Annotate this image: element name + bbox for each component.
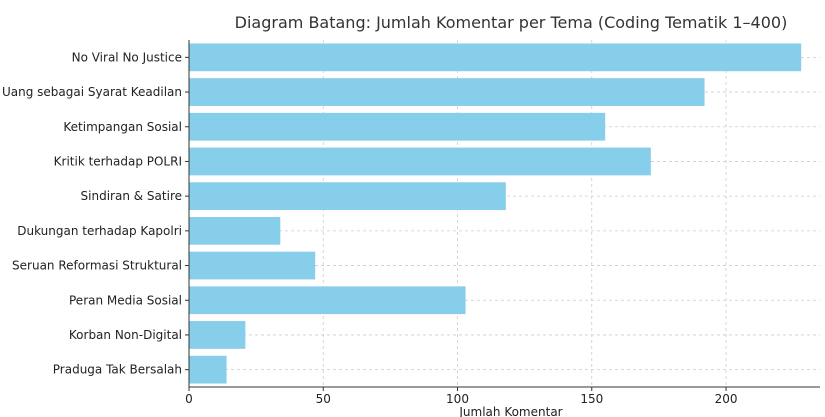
category-label: Peran Media Sosial — [69, 293, 182, 307]
x-tick-label: 50 — [316, 392, 331, 406]
bar — [189, 286, 466, 315]
chart-title: Diagram Batang: Jumlah Komentar per Tema… — [235, 13, 788, 32]
x-tick-label: 200 — [715, 392, 738, 406]
category-labels: No Viral No Justice Uang sebagai Syarat K… — [2, 50, 182, 376]
bar — [189, 43, 802, 72]
category-label: Ketimpangan Sosial — [63, 120, 182, 134]
category-label: Uang sebagai Syarat Keadilan — [2, 85, 182, 99]
category-label: Seruan Reformasi Struktural — [12, 259, 182, 273]
x-tick-label: 150 — [580, 392, 603, 406]
bar — [189, 321, 246, 349]
category-label: Sindiran & Satire — [81, 189, 182, 203]
bars — [189, 43, 802, 384]
category-label: Korban Non-Digital — [69, 328, 182, 342]
bar — [189, 216, 281, 245]
x-axis-label: Jumlah Komentar — [458, 405, 562, 417]
category-label: Kritik terhadap POLRI — [54, 154, 182, 168]
x-tick-label: 0 — [185, 392, 193, 406]
x-tick-label: 100 — [446, 392, 469, 406]
bar — [189, 182, 506, 211]
bar — [189, 355, 227, 384]
category-label: Dukungan terhadap Kapolri — [17, 224, 182, 238]
axes: 0 50 100 150 200 — [185, 40, 820, 406]
bar — [189, 78, 705, 106]
category-label: Praduga Tak Bersalah — [53, 363, 182, 377]
bar — [189, 112, 606, 141]
bar — [189, 251, 316, 280]
category-label: No Viral No Justice — [72, 50, 182, 64]
bar — [189, 147, 651, 176]
